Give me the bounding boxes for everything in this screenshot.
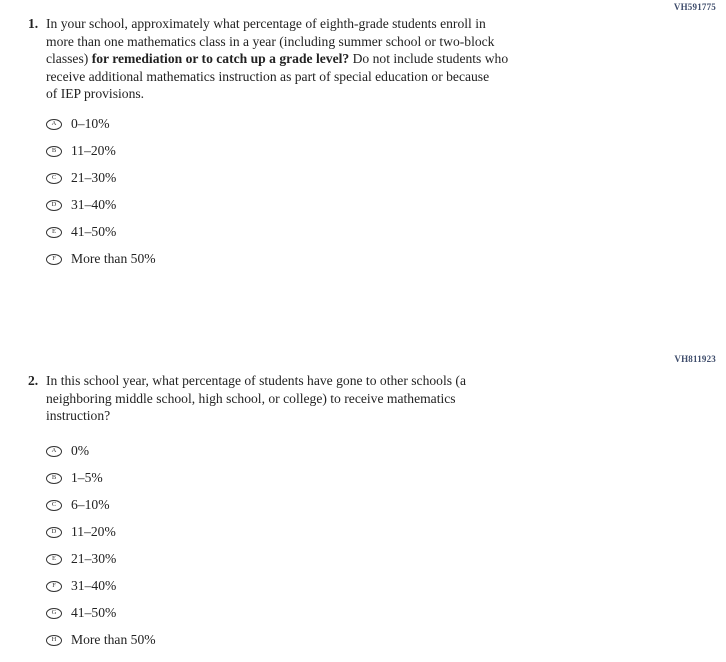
option-label: More than 50% (71, 251, 156, 266)
option-label: 6–10% (71, 497, 110, 512)
question-1-accession-code: VH591775 (673, 2, 716, 12)
answer-bubble-e[interactable]: E (46, 553, 62, 565)
option-label: 41–50% (71, 224, 117, 239)
answer-bubble-h[interactable]: H (46, 634, 62, 646)
question-1-text: In your school, approximately what perce… (46, 16, 509, 101)
option-label: 0–10% (71, 116, 110, 131)
answer-bubble-b[interactable]: B (46, 472, 62, 484)
option-row: A 0–10% (46, 117, 156, 131)
question-2-text: In this school year, what percentage of … (46, 373, 466, 423)
answer-bubble-f[interactable]: F (46, 580, 62, 592)
option-label: 21–30% (71, 170, 117, 185)
option-row: H More than 50% (46, 633, 156, 647)
option-label: 31–40% (71, 197, 117, 212)
option-label: More than 50% (71, 632, 156, 647)
option-row: B 1–5% (46, 471, 156, 485)
option-row: C 21–30% (46, 171, 156, 185)
question-1-options: A 0–10% B 11–20% C 21–30% D 31–40% E 41–… (46, 117, 156, 279)
question-1: 1. In your school, approximately what pe… (28, 15, 628, 103)
option-label: 31–40% (71, 578, 117, 593)
option-row: B 11–20% (46, 144, 156, 158)
answer-bubble-d[interactable]: D (46, 199, 62, 211)
option-row: C 6–10% (46, 498, 156, 512)
option-row: D 31–40% (46, 198, 156, 212)
answer-bubble-c[interactable]: C (46, 499, 62, 511)
option-label: 21–30% (71, 551, 117, 566)
option-label: 11–20% (71, 524, 116, 539)
option-row: G 41–50% (46, 606, 156, 620)
answer-bubble-d[interactable]: D (46, 526, 62, 538)
option-label: 1–5% (71, 470, 103, 485)
option-label: 11–20% (71, 143, 116, 158)
answer-bubble-g[interactable]: G (46, 607, 62, 619)
question-2: 2. In this school year, what percentage … (28, 372, 628, 425)
option-row: F More than 50% (46, 252, 156, 266)
answer-bubble-b[interactable]: B (46, 145, 62, 157)
option-row: E 41–50% (46, 225, 156, 239)
question-1-number: 1. (28, 16, 39, 31)
question-2-number: 2. (28, 373, 39, 388)
option-row: A 0% (46, 444, 156, 458)
question-2-options: A 0% B 1–5% C 6–10% D 11–20% E 21–30% F … (46, 444, 156, 660)
option-label: 0% (71, 443, 90, 458)
answer-bubble-c[interactable]: C (46, 172, 62, 184)
option-label: 41–50% (71, 605, 117, 620)
answer-bubble-a[interactable]: A (46, 118, 62, 130)
option-row: D 11–20% (46, 525, 156, 539)
answer-bubble-a[interactable]: A (46, 445, 62, 457)
option-row: E 21–30% (46, 552, 156, 566)
option-row: F 31–40% (46, 579, 156, 593)
answer-bubble-f[interactable]: F (46, 253, 62, 265)
question-2-accession-code: VH811923 (674, 354, 716, 364)
answer-bubble-e[interactable]: E (46, 226, 62, 238)
